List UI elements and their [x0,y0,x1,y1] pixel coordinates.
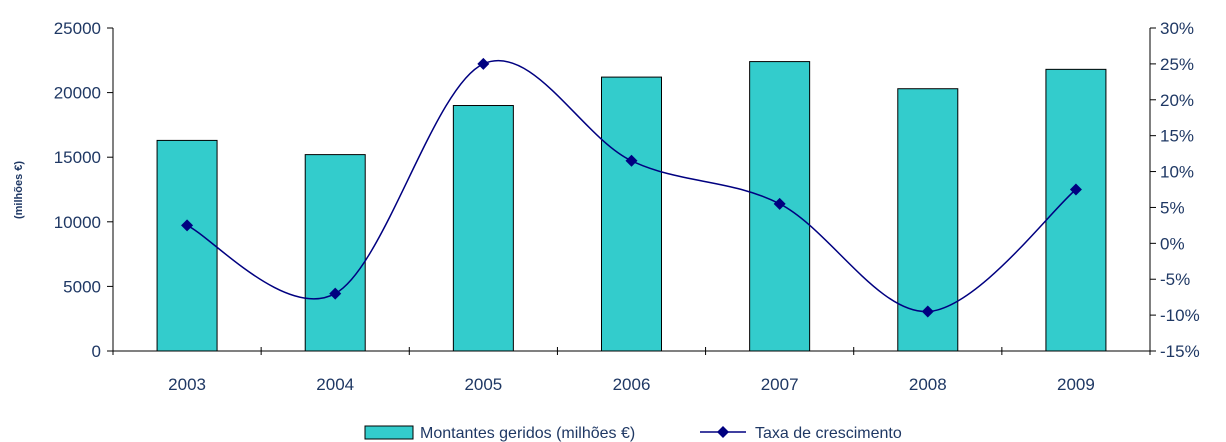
legend-label-bars: Montantes geridos (milhões €) [420,425,635,442]
x-tick-label-2009: 2009 [1057,375,1095,394]
y2-tick-label-3: 0% [1160,234,1185,253]
growth-point-2006 [625,154,638,167]
y2-tick-label-4: 5% [1160,198,1185,217]
growth-point-2005 [477,57,490,70]
bar-2004 [304,154,366,352]
y2-tick-label-0: -15% [1160,342,1200,361]
x-tick-label-2008: 2008 [909,375,947,394]
bar-2003 [156,139,218,352]
y2-tick-label-8: 25% [1160,55,1194,74]
growth-point-2009 [1069,183,1082,196]
y2-tick-label-9: 30% [1160,19,1194,38]
legend-marker-growth [717,426,729,438]
growth-point-2007 [773,197,786,210]
y-tick-label-5000: 5000 [63,277,101,296]
x-tick-label-2004: 2004 [316,375,354,394]
legend-label-growth: Taxa de crescimento [755,425,902,442]
x-tick-label-2005: 2005 [464,375,502,394]
growth-point-2004 [329,287,342,300]
axes-layer: 0 5000 10000 15000 20000 25000 -15% -10% -5% 0% 5%… [54,19,1200,394]
y2-tick-label-6: 15% [1160,127,1194,146]
y-tick-label-10000: 10000 [54,213,101,232]
x-tick-label-2003: 2003 [168,375,206,394]
x-tick-label-2006: 2006 [613,375,651,394]
y2-tick-label-7: 20% [1160,91,1194,110]
growth-point-2003 [181,219,194,232]
y2-tick-label-5: 10% [1160,163,1194,182]
bar-2006 [601,76,662,352]
growth-point-2008 [921,305,934,318]
y-tick-label-15000: 15000 [54,148,101,167]
bars-layer [156,61,1107,352]
legend: Montantes geridos (milhões €) Taxa de cr… [364,425,902,442]
x-tick-label-2007: 2007 [761,375,799,394]
legend-swatch-bars [364,425,414,440]
y2-tick-label-1: -10% [1160,306,1200,325]
y2-tick-label-2: -5% [1160,270,1190,289]
y-tick-label-0: 0 [92,342,101,361]
y-axis-title: (milhões €) [13,161,25,219]
growth-line-layer [181,57,1082,318]
bar-2005 [452,105,514,352]
y-tick-label-25000: 25000 [54,19,101,38]
y-tick-label-20000: 20000 [54,84,101,103]
